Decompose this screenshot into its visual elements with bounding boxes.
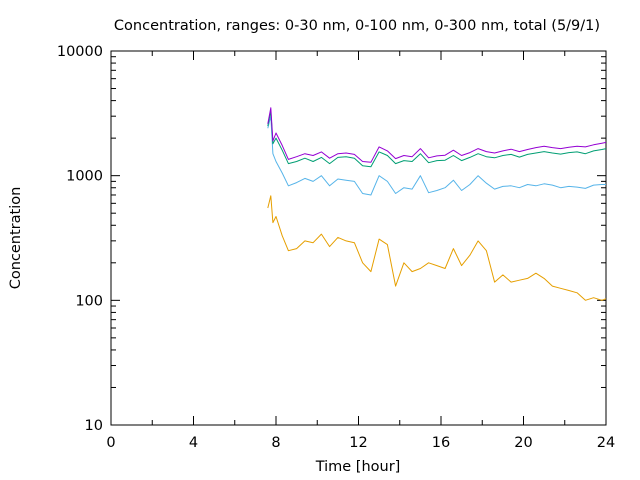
plot-frame xyxy=(110,50,607,426)
x-axis-label: Time [hour] xyxy=(315,459,401,475)
chart-title: Concentration, ranges: 0-30 nm, 0-100 nm… xyxy=(114,18,600,34)
series-line-1 xyxy=(267,195,607,301)
x-tick-label: 24 xyxy=(597,435,615,451)
y-tick-label: 10000 xyxy=(57,44,103,60)
y-tick-label: 1000 xyxy=(66,169,103,185)
x-tick-label: 12 xyxy=(349,435,367,451)
y-axis-label: Concentration xyxy=(8,187,24,290)
x-tick-labels: 0 4 8 12 16 20 24 xyxy=(106,435,615,451)
y-tick-label: 100 xyxy=(75,293,103,309)
x-tick-label: 0 xyxy=(106,435,115,451)
x-tick-label: 20 xyxy=(514,435,532,451)
series-lines xyxy=(267,107,607,301)
series-line-2 xyxy=(267,115,606,196)
series-line-4 xyxy=(267,107,607,163)
axis-ticks xyxy=(110,50,607,426)
x-tick-label: 16 xyxy=(432,435,450,451)
y-tick-labels: 10 100 1000 10000 xyxy=(57,44,103,434)
y-tick-label: 10 xyxy=(85,418,103,434)
x-tick-label: 4 xyxy=(189,435,198,451)
x-tick-label: 8 xyxy=(271,435,280,451)
series-line-3 xyxy=(267,110,607,168)
